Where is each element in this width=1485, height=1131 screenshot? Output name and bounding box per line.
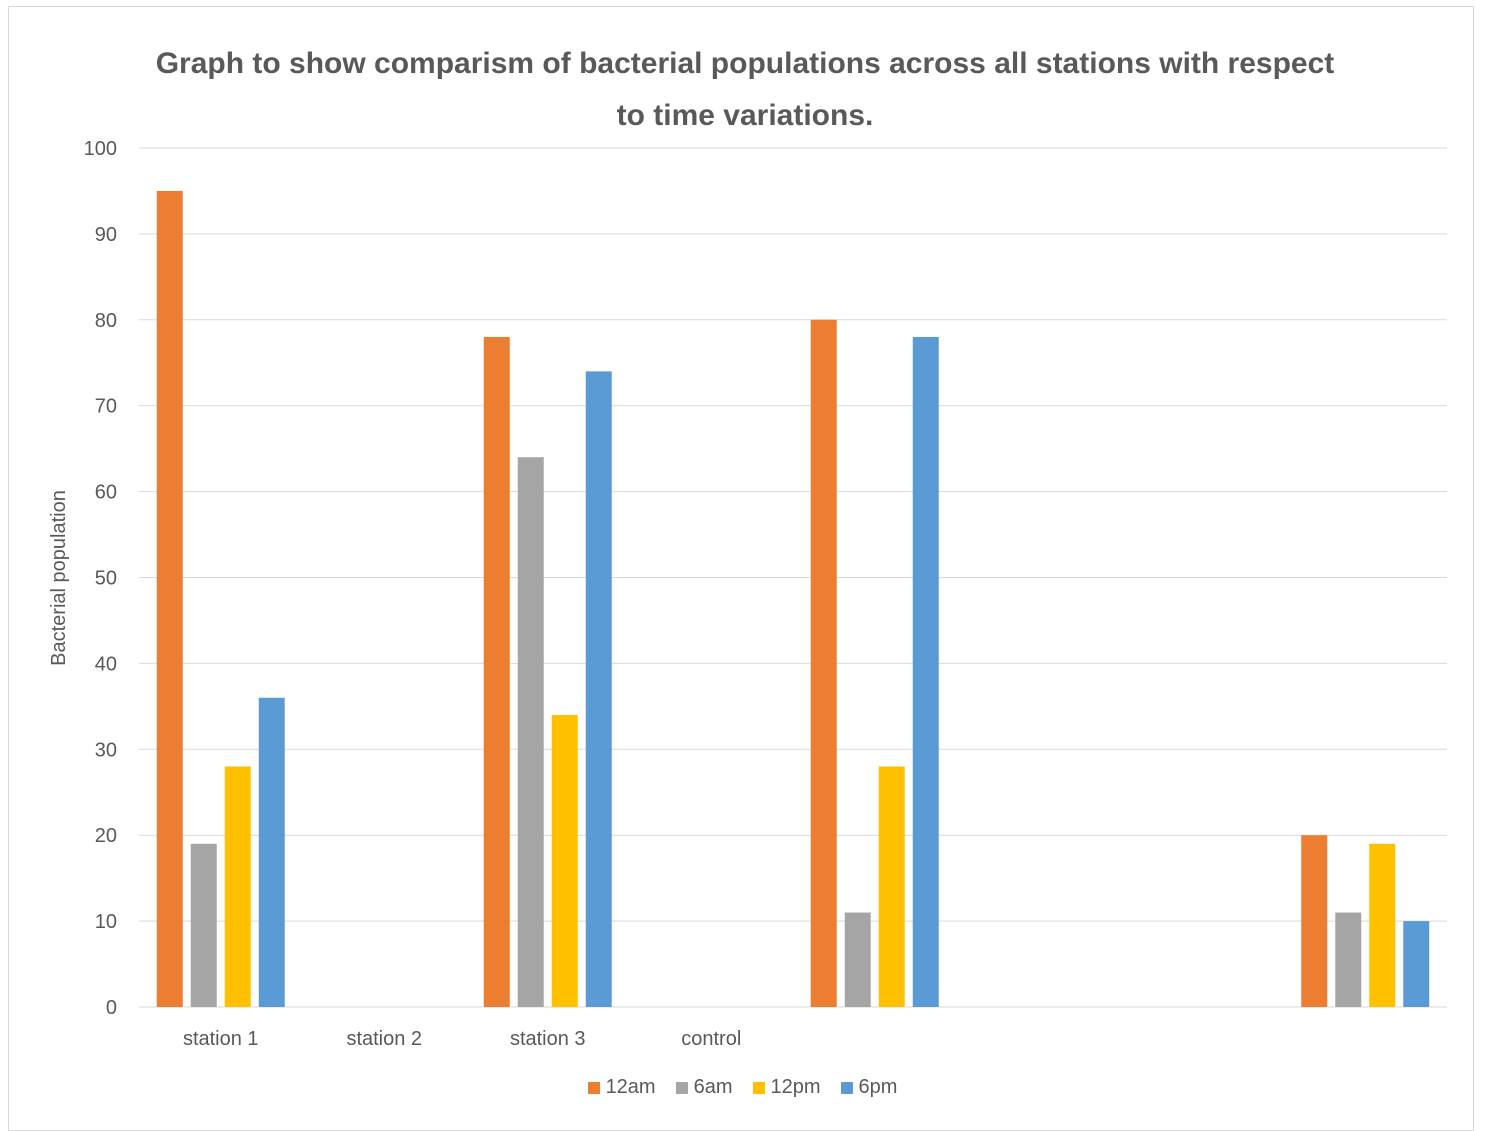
y-tick-label: 80: [95, 310, 117, 332]
y-tick-label: 70: [95, 396, 117, 418]
bar-12pm-slot-7: [1369, 843, 1396, 1007]
legend-item-12am: 12am: [587, 1076, 656, 1099]
legend-item-6pm: 6pm: [840, 1076, 898, 1099]
x-tick-label: station 1: [183, 1028, 259, 1050]
y-axis-label: Bacterial population: [48, 490, 70, 666]
legend-item-6am: 6am: [675, 1076, 733, 1099]
legend-label: 6am: [693, 1076, 733, 1098]
bars: [156, 190, 1430, 1008]
x-axis-ticks: station 1 station 2 station 3 control: [183, 1028, 741, 1050]
legend-label: 12am: [605, 1076, 656, 1098]
chart-title: Graph to show comparism of bacterial pop…: [155, 47, 1335, 132]
legend-swatch: [587, 1081, 600, 1094]
y-tick-label: 50: [95, 568, 117, 590]
x-tick-label: control: [681, 1028, 741, 1050]
legend-swatch: [752, 1081, 765, 1094]
y-tick-label: 100: [84, 138, 117, 160]
bar-6am-slot-4: [844, 912, 871, 1007]
bar-6pm-slot-7: [1403, 921, 1430, 1007]
y-tick-label: 60: [95, 482, 117, 504]
legend-swatch: [840, 1081, 853, 1094]
bar-6am-slot-7: [1335, 912, 1362, 1007]
bar-12am-slot-7: [1301, 835, 1328, 1007]
bar-12pm-slot-2: [551, 714, 578, 1007]
bar-12am-slot-2: [483, 336, 510, 1008]
x-tick-label: station 2: [346, 1028, 422, 1050]
bar-12pm-slot-0: [224, 766, 251, 1007]
y-tick-label: 90: [95, 224, 117, 246]
bar-6pm-slot-4: [912, 336, 939, 1008]
bar-6am-slot-2: [517, 457, 544, 1007]
gridlines: [139, 147, 1447, 1008]
chart-frame: [8, 6, 1474, 1131]
y-tick-label: 10: [95, 911, 117, 933]
bar-6pm-slot-2: [585, 371, 612, 1008]
y-tick-label: 20: [95, 825, 117, 847]
legend-label: 6pm: [858, 1076, 898, 1098]
legend-label: 12pm: [770, 1076, 821, 1098]
y-tick-label: 0: [106, 997, 117, 1019]
bar-6pm-slot-0: [258, 697, 285, 1007]
legend: 12am 6am 12pm 6pm: [0, 1076, 1485, 1099]
bar-6am-slot-0: [190, 843, 217, 1007]
bar-12am-slot-0: [156, 190, 183, 1007]
bar-12am-slot-4: [810, 319, 837, 1007]
x-tick-label: station 3: [510, 1028, 586, 1050]
legend-item-12pm: 12pm: [752, 1076, 821, 1099]
y-axis-ticks: 0 10 20 30 40 50 60 70 80 90 100: [84, 138, 117, 1019]
legend-swatch: [675, 1081, 688, 1094]
bar-12pm-slot-4: [878, 766, 905, 1007]
y-tick-label: 30: [95, 739, 117, 761]
y-tick-label: 40: [95, 653, 117, 675]
